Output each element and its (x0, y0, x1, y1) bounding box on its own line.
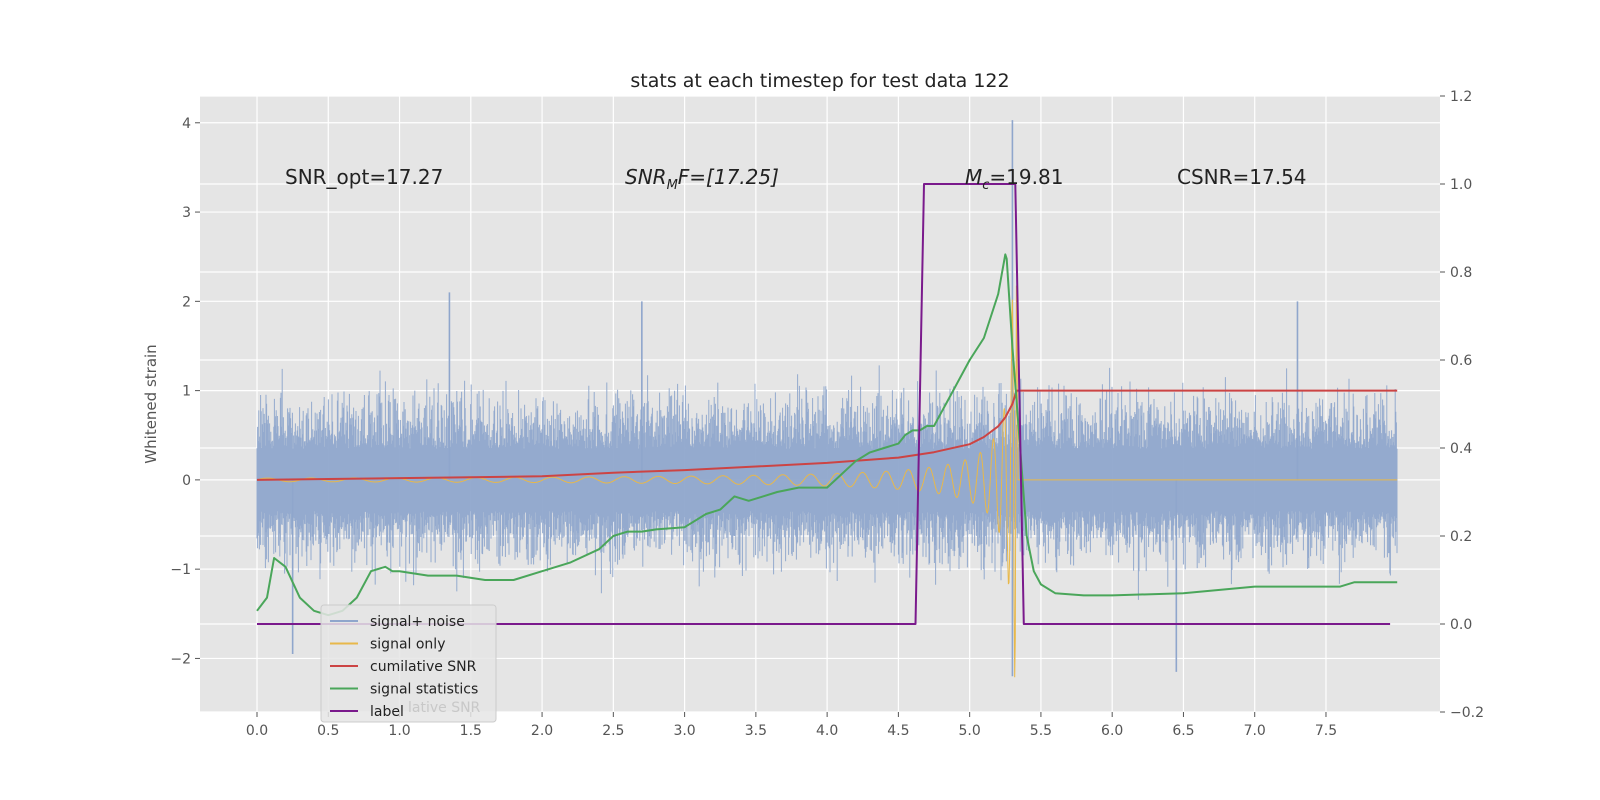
legend-label: cumilative SNR (370, 659, 477, 675)
y-right-tick-label: 1.0 (1450, 177, 1472, 193)
y-axis-label: Whitened strain (142, 344, 160, 463)
y-right-tick-label: 0.8 (1450, 265, 1472, 281)
x-tick-label: 5.0 (959, 723, 981, 739)
annotation-chirp-mass: Mc=19.81 (965, 165, 1063, 193)
y-left-tick-label: −2 (170, 651, 191, 667)
y-right-tick-label: 0.2 (1450, 529, 1472, 545)
y-right-tick-label: −0.2 (1450, 705, 1484, 721)
plot-area (256, 120, 1398, 678)
signal-noise-series (256, 120, 1398, 677)
y-left-tick-label: 4 (182, 116, 191, 132)
x-tick-label: 7.5 (1315, 723, 1337, 739)
legend-hidden-text: lative SNR (408, 700, 481, 716)
legend-label: label (370, 704, 404, 720)
y-right-tick-label: 0.6 (1450, 353, 1472, 369)
y-right-tick-label: 0.4 (1450, 441, 1472, 457)
legend: lative SNR signal+ noise signal only cumil… (320, 604, 497, 723)
legend-label: signal statistics (370, 682, 478, 698)
x-tick-label: 6.5 (1172, 723, 1194, 739)
y-left-tick-label: 3 (182, 205, 191, 221)
x-tick-label: 5.5 (1030, 723, 1052, 739)
mc-base: M (965, 165, 982, 189)
signal-statistics-line (256, 253, 1398, 617)
signal-only-line (256, 285, 1398, 678)
legend-label: signal only (370, 637, 445, 653)
chart-title: stats at each timestep for test data 122 (630, 70, 1009, 92)
x-tick-label: 7.0 (1244, 723, 1266, 739)
x-tick-label: 0.5 (317, 723, 339, 739)
x-tick-label: 3.0 (673, 723, 695, 739)
y-right-tick-label: 1.2 (1450, 89, 1472, 105)
y-left-tick-label: −1 (170, 562, 191, 578)
line-series (256, 183, 1398, 625)
annotation-snr-opt: SNR_opt=17.27 (285, 165, 443, 189)
y-right-tick-label: 0.0 (1450, 617, 1472, 633)
x-tick-label: 3.5 (745, 723, 767, 739)
y-left-tick-label: 1 (182, 384, 191, 400)
snr-mf-base: SNR (625, 165, 667, 189)
x-tick-label: 4.5 (887, 723, 909, 739)
snr-mf-rest: F=[17.25] (678, 165, 779, 189)
y-left-tick-label: 2 (182, 294, 191, 310)
y-axis-right-ticks: −0.2 0.0 0.2 0.4 0.6 0.8 1.0 1.2 (1440, 89, 1484, 721)
label-line (257, 183, 1391, 625)
x-tick-label: 6.0 (1101, 723, 1123, 739)
x-tick-label: 0.0 (246, 723, 268, 739)
mc-rest: =19.81 (989, 165, 1063, 189)
signal-only-series (256, 285, 1398, 678)
x-tick-label: 4.0 (816, 723, 838, 739)
legend-items: signal+ noise signal only cumilative SNR si… (330, 614, 478, 720)
y-axis-left-ticks: −2 −1 0 1 2 3 4 (170, 116, 200, 667)
y-left-tick-label: 0 (182, 473, 191, 489)
annotation-snr-mf: SNRMF=[17.25] (625, 165, 779, 193)
x-tick-label: 1.0 (388, 723, 410, 739)
x-tick-label: 2.5 (602, 723, 624, 739)
annotation-csnr: CSNR=17.54 (1177, 165, 1307, 189)
x-tick-label: 1.5 (460, 723, 482, 739)
x-axis-ticks: 0.0 0.5 1.0 1.5 2.0 2.5 3.0 3.5 4.0 4.5 5.0 5.5 6.0 6… (246, 712, 1337, 739)
x-tick-label: 2.0 (531, 723, 553, 739)
cumulative-snr-line (256, 389, 1398, 481)
legend-box (320, 604, 497, 723)
legend-label: signal+ noise (370, 614, 465, 630)
snr-mf-subscript: M (667, 178, 678, 193)
mc-subscript: c (982, 178, 989, 193)
